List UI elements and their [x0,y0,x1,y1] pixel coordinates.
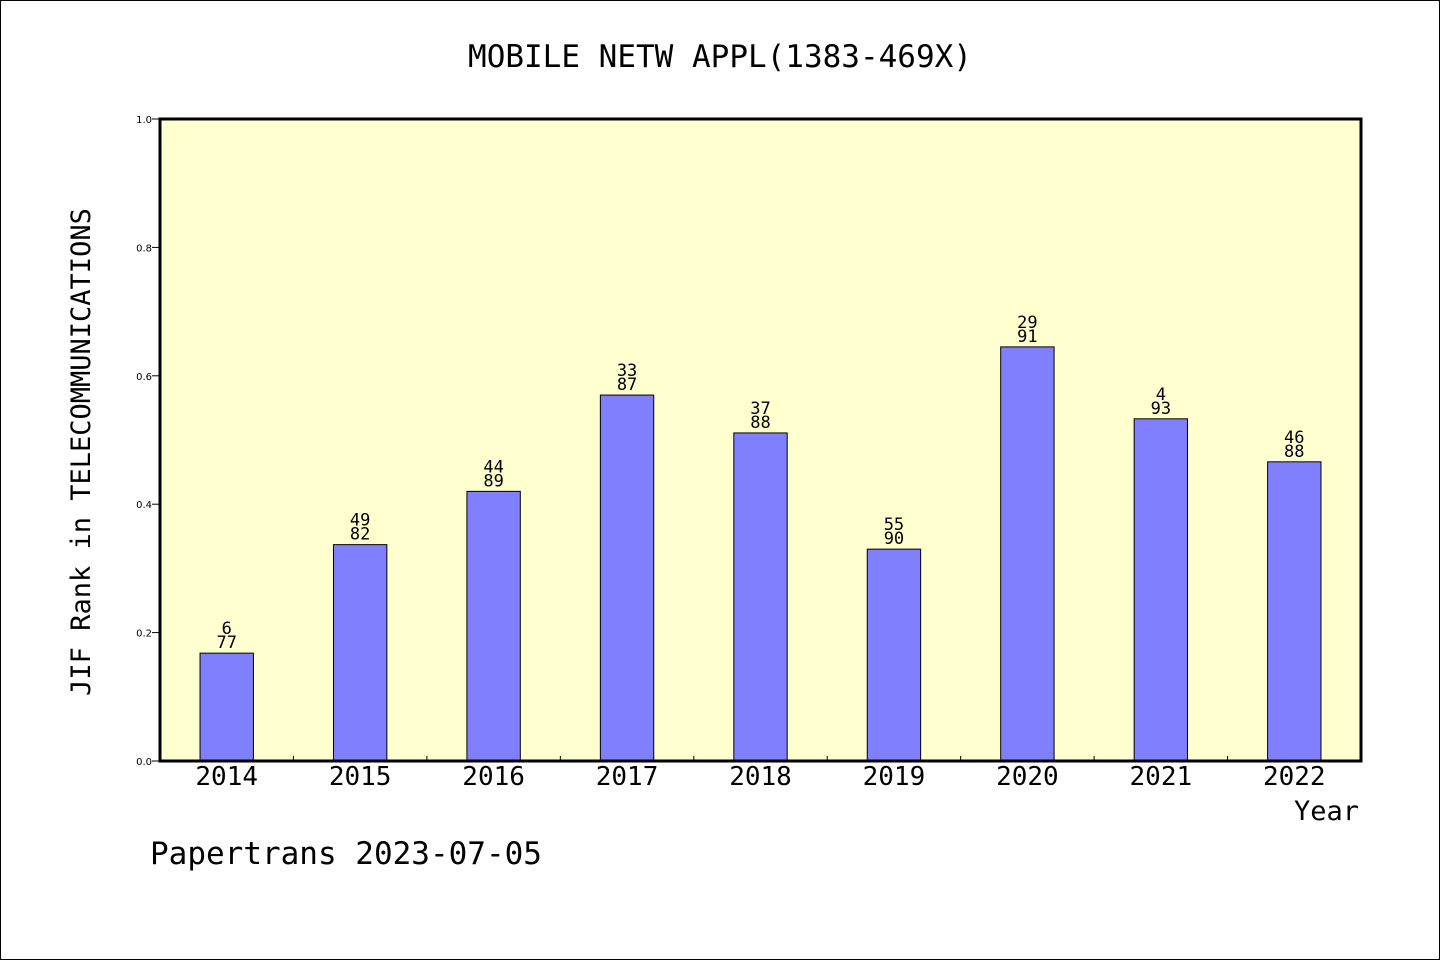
plot-border [158,117,1363,763]
bar [1000,346,1055,762]
bar [332,544,388,762]
bar [733,432,788,762]
bar-label-total: 87 [617,375,637,395]
x-axis-label: Year [1294,796,1359,827]
x-tick-label: 2016 [462,762,525,792]
bar-label-total: 88 [1284,442,1304,462]
bar-label-rank: 49 [350,511,370,531]
bar-label-rank: 6 [222,619,232,639]
y-axis-label: JIF Rank in TELECOMMUNICATIONS [66,208,97,696]
bar-label-total: 91 [1017,327,1037,347]
y-tick-label: 1.0 [136,115,152,126]
bar [599,394,655,762]
chart-title: MOBILE NETW APPL(1383-469X) [468,39,972,75]
x-tick-label: 2021 [1130,762,1193,792]
y-tick-label: 0.6 [136,372,152,383]
x-tick-label: 2017 [596,762,659,792]
bar [1267,461,1322,762]
bar-label-total: 82 [350,525,370,545]
y-tick-label: 0.8 [136,243,152,254]
bar-label-rank: 37 [750,399,770,419]
x-tick-label: 2018 [729,762,792,792]
x-tick-label: 2020 [996,762,1059,792]
bar-label-total: 90 [884,529,904,549]
bar-label-total: 77 [216,633,236,653]
bar-label-rank: 4 [1156,385,1166,405]
bar-label-rank: 55 [884,515,904,535]
x-tick-label: 2022 [1263,762,1326,792]
bar-label-rank: 46 [1284,428,1304,448]
bar [1133,418,1189,762]
y-tick-label: 0.2 [136,629,152,640]
bar [466,490,521,762]
x-axis: 2014 2015 2016 2017 2018 2019 2020 2021 2022 [195,756,1326,792]
bar-label-total: 89 [483,471,503,491]
bar-label-total: 88 [750,413,770,433]
bars [199,346,1322,762]
x-tick-label: 2015 [329,762,392,792]
bar [199,652,254,762]
footer-text: Papertrans 2023-07-05 [150,836,542,872]
x-tick-label: 2019 [863,762,926,792]
y-tick-label: 0.4 [136,500,152,511]
bar-label-rank: 33 [617,361,637,381]
x-tick-label: 2014 [195,762,258,792]
bar-label-total: 93 [1151,399,1171,419]
y-tick-label: 0.0 [136,757,152,768]
bar-label-rank: 44 [483,457,503,477]
bar [866,548,922,762]
bar-label-rank: 29 [1017,313,1037,333]
